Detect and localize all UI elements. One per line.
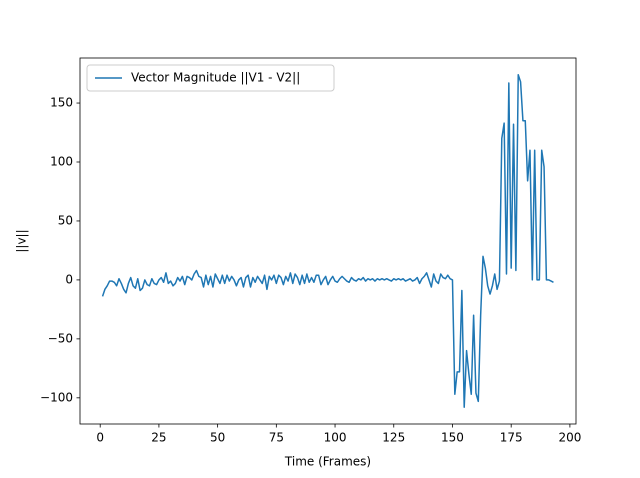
legend-box xyxy=(86,64,335,92)
y-tick-label: 100 xyxy=(50,154,73,168)
x-tick-label: 150 xyxy=(441,431,464,445)
y-tick-label: 50 xyxy=(58,213,73,227)
y-tick-label: 150 xyxy=(50,96,73,110)
x-tick-label: 0 xyxy=(96,431,104,445)
x-axis-label: Time (Frames) xyxy=(284,455,371,469)
legend-label: Vector Magnitude ||V1 - V2|| xyxy=(131,71,300,85)
y-tick-label: −100 xyxy=(40,390,73,404)
x-tick-label: 50 xyxy=(210,431,225,445)
y-tick-label: −50 xyxy=(48,331,73,345)
y-axis-label: ||v|| xyxy=(15,229,29,252)
x-tick-label: 75 xyxy=(269,431,284,445)
x-tick-label: 200 xyxy=(558,431,581,445)
data-line xyxy=(101,73,554,409)
x-tick-label: 125 xyxy=(382,431,405,445)
x-tick-label: 25 xyxy=(151,431,166,445)
x-tick-label: 175 xyxy=(500,431,523,445)
y-tick-label: 0 xyxy=(65,272,73,286)
axes-frame xyxy=(79,57,577,425)
x-tick-label: 100 xyxy=(324,431,347,445)
